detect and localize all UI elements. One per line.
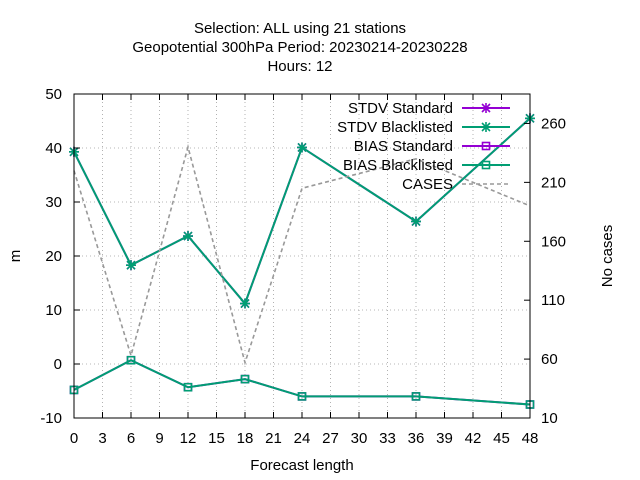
x-tick-label: 48 (522, 430, 539, 447)
data-point (297, 142, 307, 153)
x-axis-label: Forecast length (250, 457, 353, 474)
data-point (183, 382, 193, 392)
legend-label: STDV Blacklisted (337, 119, 453, 136)
data-point (411, 392, 421, 401)
series-line (73, 143, 531, 366)
y2-tick-label: 160 (541, 233, 566, 250)
x-tick-label: 12 (180, 430, 197, 447)
x-tick-label: 39 (436, 430, 453, 447)
y2-axis-label: No cases (599, 225, 616, 288)
x-tick-label: 0 (70, 430, 78, 447)
title-line: Selection: ALL using 21 stations (194, 20, 406, 37)
legend-marker (481, 141, 491, 151)
legend: STDV Standard STDV Blacklisted BIAS Standa… (337, 100, 510, 193)
series-5 (73, 143, 531, 366)
data-point (240, 298, 250, 309)
chart-title: Selection: ALL using 21 stations Geopoten… (132, 20, 467, 75)
y2-tick-label: 10 (541, 410, 558, 427)
data-point (240, 374, 250, 384)
x-tick-label: 33 (379, 430, 396, 447)
series-line (73, 359, 531, 406)
title-line: Geopotential 300hPa Period: 20230214-202… (132, 39, 467, 56)
legend-marker (481, 103, 491, 113)
y-tick-label: 20 (45, 248, 62, 265)
x-tick-label: 42 (465, 430, 482, 447)
x-tick-label: 45 (493, 430, 510, 447)
x-tick-label: 27 (322, 430, 339, 447)
data-point (126, 260, 136, 271)
x-tick-label: 36 (408, 430, 425, 447)
x-tick-label: 21 (265, 430, 282, 447)
legend-marker (481, 122, 491, 132)
legend-label: STDV Standard (348, 100, 453, 117)
x-tick-label: 6 (127, 430, 135, 447)
data-point (411, 216, 421, 227)
x-tick-label: 3 (98, 430, 106, 447)
x-tick-label: 15 (208, 430, 225, 447)
x-tick-label: 9 (155, 430, 163, 447)
x-tick-label: 18 (237, 430, 254, 447)
y2-tick-label: 210 (541, 174, 566, 191)
data-point (126, 355, 136, 365)
y-axis-label: m (7, 250, 24, 263)
series-area (69, 113, 535, 409)
y2-tick-label: 260 (541, 115, 566, 132)
y-tick-label: 0 (54, 356, 62, 373)
data-point (183, 231, 193, 242)
legend-label: BIAS Standard (354, 138, 453, 155)
y2-tick-label: 60 (541, 351, 558, 368)
legend-label: CASES (402, 176, 453, 193)
y-tick-label: -10 (40, 410, 62, 427)
data-point (297, 392, 307, 401)
x-tick-label: 24 (294, 430, 311, 447)
y-tick-label: 30 (45, 194, 62, 211)
x-tick-label: 30 (351, 430, 368, 447)
title-line: Hours: 12 (267, 58, 332, 75)
legend-label: BIAS Blacklisted (343, 157, 453, 174)
legend-marker (481, 160, 491, 170)
axis-ticks: 0 3 6 9 12 15 18 21 24 27 30 33 36 39 42 45 48-100102030… (40, 86, 566, 447)
y-tick-label: 50 (45, 86, 62, 103)
y2-tick-label: 110 (541, 292, 565, 309)
y-tick-label: 40 (45, 140, 62, 157)
y-tick-label: 10 (45, 302, 62, 319)
